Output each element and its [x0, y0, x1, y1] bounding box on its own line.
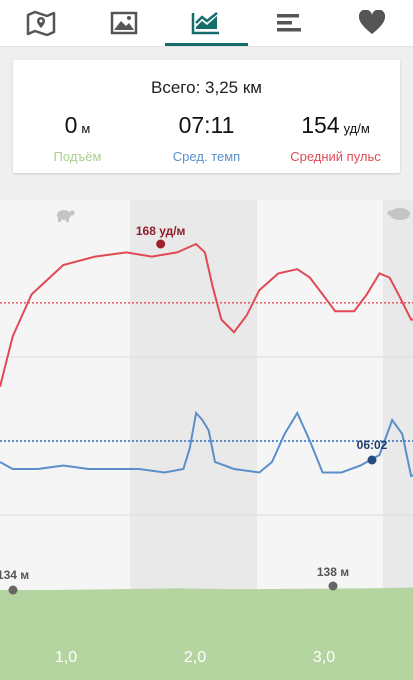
ascent-value: 0 — [64, 112, 78, 138]
image-icon — [110, 11, 138, 35]
tab-photos[interactable] — [83, 0, 166, 46]
pace-stat: 07:11 Сред. темп — [142, 112, 271, 164]
turtle-icon — [57, 210, 75, 222]
map-pin-icon — [27, 10, 56, 36]
ascent-unit: м — [81, 121, 91, 136]
tab-map[interactable] — [0, 0, 83, 46]
tab-bar — [0, 0, 413, 47]
elevation-area — [0, 587, 413, 680]
hr-stat: 154 уд/м Средний пульс — [271, 112, 400, 164]
pace-value: 07:11 — [178, 112, 235, 138]
elevation-max-point — [328, 581, 338, 591]
pace-label: Сред. темп — [172, 149, 241, 164]
hr-max-label: 168 уд/м — [136, 224, 186, 238]
heart-icon — [358, 10, 385, 34]
elevation-max-label: 138 м — [317, 565, 349, 579]
tab-heart[interactable] — [330, 0, 413, 46]
elevation-min-point — [8, 585, 18, 595]
tab-chart[interactable] — [165, 0, 248, 46]
pace-series-line — [0, 410, 413, 478]
ascent-label: Подъём — [53, 149, 102, 164]
pace-min-point — [367, 455, 377, 465]
tab-splits[interactable] — [248, 0, 331, 46]
activity-chart[interactable]: 168 уд/м 06:02 134 м 138 м 1,0 2,0 3,0 — [0, 200, 413, 680]
hr-value: 154 — [301, 112, 340, 138]
hr-label: Средний пульс — [290, 149, 381, 164]
hr-series-line — [0, 242, 413, 388]
turtle-icon — [387, 208, 410, 220]
chart-line-icon — [192, 12, 220, 35]
total-distance: Всего: 3,25 км — [151, 78, 262, 97]
x-tick-label: 3,0 — [313, 649, 335, 666]
bars-icon — [277, 14, 302, 32]
hr-unit: уд/м — [343, 121, 370, 136]
hr-max-point — [156, 239, 166, 249]
x-tick-label: 2,0 — [184, 649, 206, 666]
elevation-min-label: 134 м — [0, 568, 29, 582]
pace-min-label: 06:02 — [357, 438, 388, 452]
x-tick-label: 1,0 — [55, 649, 77, 666]
